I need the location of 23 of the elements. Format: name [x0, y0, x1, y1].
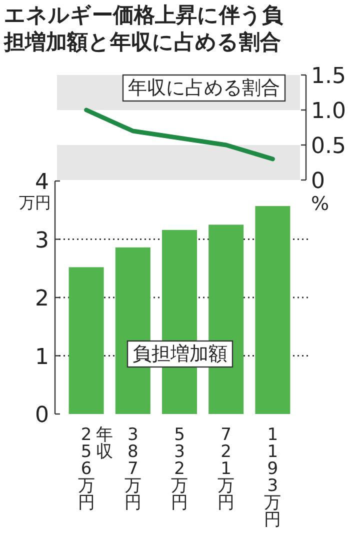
x-tick-label: 256万円	[78, 425, 95, 513]
y-tick-label: 0	[35, 403, 49, 428]
y-tick-label: 0.5	[311, 134, 346, 159]
x-tick-label: 1193万円	[264, 425, 282, 530]
y-tick-label: 3	[35, 228, 49, 254]
y-tick-label: 0	[311, 169, 325, 194]
bar	[68, 267, 104, 414]
annotation: 負担増加額	[132, 343, 228, 365]
y-tick-label: 1.0	[311, 99, 346, 124]
y-tick-label: 1	[35, 344, 49, 370]
x-tick-label: 721万円	[218, 425, 235, 513]
x-tick-label: 387万円	[124, 425, 142, 513]
y-axis-title: %	[311, 193, 330, 215]
y-axis-title: 万円	[19, 193, 51, 212]
line-series	[84, 108, 275, 162]
x-tick-label: 532万円	[171, 425, 188, 513]
x-axis-title: 年収	[96, 425, 113, 462]
annotation: 年収に占める割合	[128, 77, 280, 99]
bar	[255, 206, 290, 414]
y-tick-label: 1.5	[311, 64, 346, 89]
chart-title: エネルギー価格上昇に伴う負担増加額と年収に占める割合	[4, 2, 284, 56]
y-tick-label: 4	[35, 170, 49, 195]
y-tick-label: 2	[35, 286, 49, 312]
